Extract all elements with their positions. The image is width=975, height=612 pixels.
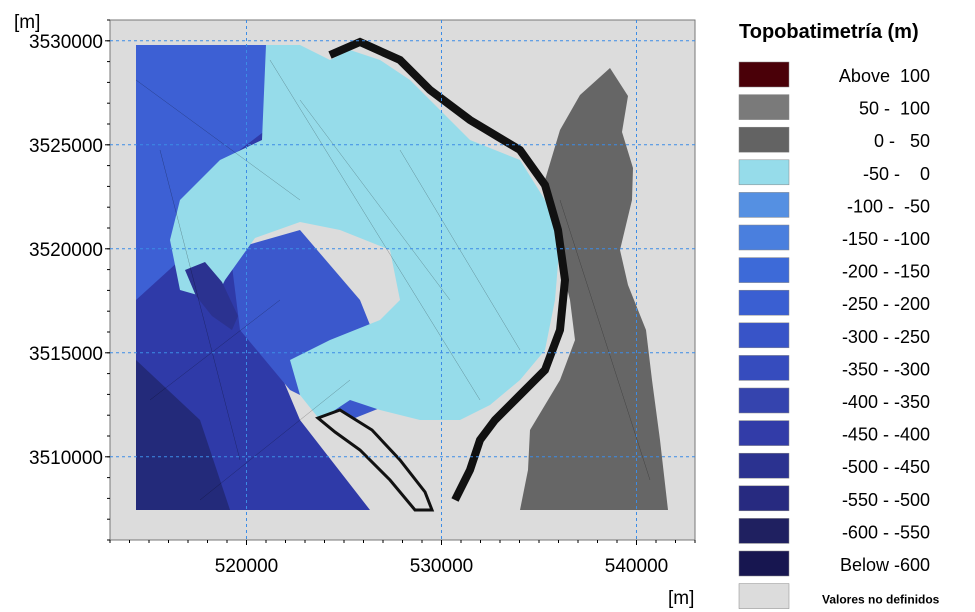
x-tick-label: 530000 (410, 556, 473, 577)
legend-swatch (738, 452, 790, 479)
legend-label: -600 - -550 (842, 522, 930, 542)
legend-label: -200 - -150 (842, 262, 930, 282)
zone-peninsula (315, 408, 435, 512)
y-tick-label: 3510000 (29, 448, 103, 469)
legend-label: -550 - -500 (842, 490, 930, 510)
coastline (328, 37, 570, 502)
mesh-overlay (135, 59, 651, 501)
legend-swatch (738, 94, 790, 120)
y-axis-unit: [m] (14, 12, 40, 33)
legend-swatch (738, 289, 790, 316)
legend-label: -250 - -200 (842, 294, 930, 314)
x-tick-label: 540000 (605, 556, 668, 577)
legend-label: Above 100 (839, 66, 930, 86)
legend-swatch (738, 61, 790, 88)
x-tick-label: 520000 (215, 556, 278, 577)
legend-label: -350 - -300 (842, 359, 930, 379)
legend-label: Below -600 (840, 555, 930, 575)
legend-swatch (738, 550, 790, 577)
y-tick-label: 3520000 (29, 240, 103, 261)
x-axis: 520000 530000 540000 (109, 540, 696, 577)
y-tick-label: 3515000 (29, 344, 103, 365)
legend-title: Topobatimetría (m) (739, 21, 919, 43)
legend-swatch (738, 387, 790, 414)
legend-label: -150 - -100 (842, 229, 930, 249)
legend-label: 0 - 50 (874, 131, 930, 151)
y-tick-label: 3530000 (29, 32, 103, 53)
y-tick-label: 3525000 (29, 136, 103, 157)
zone-mid-water (136, 45, 266, 300)
legend-label: -50 - 0 (863, 164, 930, 184)
legend-swatch (738, 420, 790, 446)
legend-swatch (738, 159, 790, 186)
legend-label: -300 - -250 (842, 327, 930, 347)
legend-label: -500 - -450 (842, 457, 930, 477)
bathymetry-map (135, 37, 668, 512)
legend-swatch (738, 518, 790, 544)
y-axis: 3530000 3525000 3520000 3515000 3510000 (29, 19, 110, 541)
legend-swatch (738, 322, 790, 349)
legend-swatch (738, 485, 790, 512)
legend-label: -450 - -400 (842, 425, 930, 445)
legend-label: -400 - -350 (842, 392, 930, 412)
legend-label: -100 - -50 (847, 196, 930, 216)
zone-deepest-water (136, 360, 230, 510)
legend-swatch (738, 224, 790, 251)
x-axis-unit: [m] (668, 588, 694, 609)
legend-swatch (738, 126, 790, 153)
legend-label: Valores no definidos (822, 593, 940, 607)
legend: Above 100 50 - 100 0 - 50 -50 - 0 -100 - -50… (738, 61, 940, 609)
grid-lines (110, 20, 695, 540)
legend-swatch (738, 192, 790, 218)
zone-shallow-water (170, 45, 560, 420)
zone-shoal (185, 262, 238, 330)
zone-land (520, 68, 668, 510)
legend-swatch (738, 257, 790, 283)
legend-label: 50 - 100 (859, 99, 930, 119)
legend-swatch (738, 355, 790, 381)
legend-swatch (738, 583, 790, 609)
